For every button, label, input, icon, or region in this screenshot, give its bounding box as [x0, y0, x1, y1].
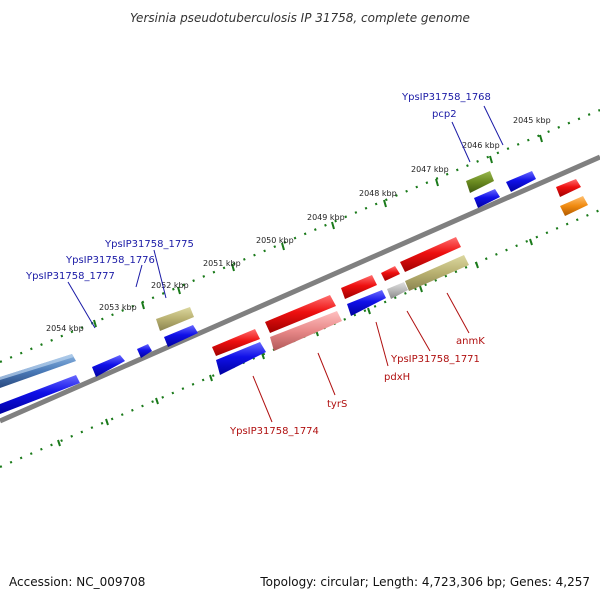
genome-summary-text: Topology: circular; Length: 4,723,306 bp…: [259, 575, 590, 589]
gene-feature[interactable]: [506, 171, 536, 192]
forward-strand-genes: [0, 171, 536, 388]
gene-label[interactable]: YpsIP31758_1775: [104, 239, 194, 250]
tick-label: 2045 kbp: [513, 116, 551, 125]
tick-label: 2051 kbp: [203, 259, 241, 268]
gene-label[interactable]: YpsIP31758_1768: [401, 92, 491, 103]
gene-label[interactable]: YpsIP31758_1771: [390, 354, 480, 365]
accession-text: Accession: NC_009708: [9, 575, 145, 589]
gene-feature[interactable]: [216, 342, 266, 375]
gene-feature[interactable]: [0, 375, 80, 414]
gene-label[interactable]: YpsIP31758_1777: [25, 271, 115, 282]
tick-label: 2050 kbp: [256, 236, 294, 245]
gene-feature[interactable]: [466, 171, 494, 193]
gene-feature[interactable]: [560, 196, 588, 216]
gene-feature[interactable]: [265, 295, 336, 333]
gene-label[interactable]: pdxH: [384, 372, 410, 383]
outer-major-ticks: [93, 134, 543, 328]
reverse-gene-labels: anmK YpsIP31758_1771 pdxH tyrS YpsIP3175…: [229, 336, 485, 437]
outer-scale-dots: [0, 108, 600, 364]
tick-label: 2046 kbp: [462, 141, 500, 150]
gene-label[interactable]: tyrS: [327, 399, 347, 410]
forward-leader-lines: [67, 105, 504, 329]
lower-lane-genes: [0, 255, 469, 414]
reverse-leader-lines: [252, 292, 470, 423]
gene-label[interactable]: pcp2: [432, 109, 457, 120]
gene-label[interactable]: anmK: [456, 336, 485, 347]
forward-gene-labels: YpsIP31758_1768 pcp2 YpsIP31758_1775 Yps…: [25, 92, 491, 282]
gene-feature[interactable]: [400, 237, 461, 272]
tick-label: 2053 kbp: [99, 303, 137, 312]
map-title: Yersinia pseudotuberculosis IP 31758, co…: [130, 11, 470, 25]
gene-feature[interactable]: [474, 189, 500, 208]
gene-feature[interactable]: [212, 329, 260, 356]
tick-label: 2054 kbp: [46, 324, 84, 333]
gene-feature[interactable]: [381, 266, 400, 281]
gene-feature[interactable]: [341, 275, 377, 299]
gene-feature[interactable]: [164, 325, 198, 347]
gene-feature[interactable]: [347, 290, 386, 316]
tick-label: 2052 kbp: [151, 281, 189, 290]
tick-label: 2048 kbp: [359, 189, 397, 198]
gene-feature[interactable]: [270, 311, 342, 351]
gene-feature-highlight: [0, 354, 74, 380]
tick-label: 2049 kbp: [307, 213, 345, 222]
gene-feature[interactable]: [156, 307, 194, 331]
gene-feature[interactable]: [92, 355, 125, 377]
tick-label: 2047 kbp: [411, 165, 449, 174]
gene-feature[interactable]: [556, 179, 581, 197]
gene-label[interactable]: YpsIP31758_1776: [65, 255, 155, 266]
gene-feature[interactable]: [405, 255, 469, 291]
reverse-strand-genes: [212, 179, 588, 356]
gene-feature[interactable]: [387, 282, 408, 299]
gene-feature[interactable]: [137, 344, 152, 358]
inner-major-ticks: [57, 238, 533, 447]
gene-feature[interactable]: [0, 354, 76, 388]
genome-backbone: [0, 154, 600, 424]
tick-labels: 2054 kbp 2053 kbp 2052 kbp 2051 kbp 2050…: [46, 116, 551, 333]
gene-label[interactable]: YpsIP31758_1774: [229, 426, 319, 437]
